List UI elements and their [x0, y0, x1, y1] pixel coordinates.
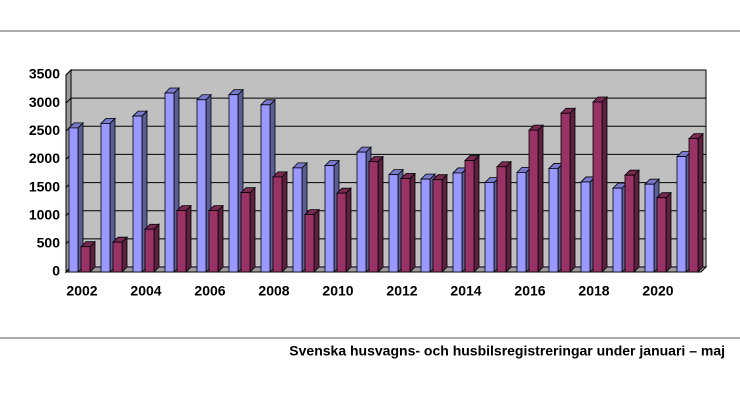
bar [144, 228, 155, 273]
bar-side [697, 132, 704, 273]
y-tick-label: 0 [52, 263, 60, 279]
bar [560, 112, 571, 273]
bar-side [537, 124, 544, 273]
x-tick-label: 2020 [642, 283, 673, 299]
bar [580, 181, 591, 273]
bar [112, 241, 123, 273]
bar [368, 161, 379, 273]
y-tick-label: 1500 [29, 178, 60, 194]
grid-line [65, 97, 706, 104]
x-tick-label: 2004 [130, 283, 161, 299]
x-tick-label: 2010 [322, 283, 353, 299]
bar [100, 123, 111, 273]
bar [420, 178, 431, 273]
bar [132, 115, 143, 273]
bar [164, 92, 175, 273]
bar [688, 138, 699, 273]
bar-side [569, 107, 576, 273]
bar-side [313, 208, 320, 273]
bar [356, 151, 367, 273]
bar [176, 210, 187, 273]
bar-side [345, 187, 352, 273]
bar [592, 101, 603, 273]
bar-side [633, 169, 640, 273]
bar [548, 168, 559, 273]
bar-side [217, 204, 224, 273]
bar-side [601, 96, 608, 273]
x-tick-label: 2012 [386, 283, 417, 299]
x-tick-label: 2018 [578, 283, 609, 299]
caption: Svenska husvagns- och husbilsregistrerin… [289, 343, 725, 359]
bar [624, 174, 635, 273]
bar-side [505, 160, 512, 273]
bar [240, 192, 251, 273]
x-tick-label: 2014 [450, 283, 481, 299]
x-tick-label: 2002 [66, 283, 97, 299]
bar-side [441, 173, 448, 273]
bar [272, 176, 283, 273]
y-tick-label: 1000 [29, 206, 60, 222]
bar-side [665, 191, 672, 273]
bar [644, 183, 655, 273]
y-tick-label: 3500 [29, 66, 60, 82]
bar [612, 187, 623, 273]
bar-side [249, 186, 256, 273]
bar [400, 178, 411, 273]
bar [324, 165, 335, 273]
bar [676, 156, 687, 273]
bar-side [121, 236, 128, 273]
bar-side [281, 170, 288, 273]
bar [432, 179, 443, 273]
bar-side [153, 223, 160, 273]
bar [228, 94, 239, 273]
bar [496, 166, 507, 273]
bar [656, 197, 667, 273]
bar [208, 210, 219, 273]
x-tick-label: 2008 [258, 283, 289, 299]
y-tick-label: 500 [37, 235, 61, 251]
x-tick-label: 2006 [194, 283, 225, 299]
bar [388, 174, 399, 273]
bar [260, 104, 271, 273]
bar [484, 182, 495, 273]
y-tick-label: 2500 [29, 122, 60, 138]
y-tick-label: 3000 [29, 94, 60, 110]
bar [196, 99, 207, 273]
bar [336, 192, 347, 273]
bar [80, 246, 91, 273]
bar-side [473, 154, 480, 273]
bar [292, 167, 303, 273]
x-tick-label: 2016 [514, 283, 545, 299]
bar [464, 160, 475, 273]
bar [528, 129, 539, 273]
bar [68, 127, 79, 273]
y-tick-label: 2000 [29, 150, 60, 166]
bar [452, 172, 463, 273]
floor [64, 266, 708, 273]
bar [304, 214, 315, 273]
bar-side [377, 155, 384, 273]
grid-line [65, 69, 706, 76]
bar-side [409, 172, 416, 273]
bar [516, 171, 527, 273]
bar-side [185, 204, 192, 273]
